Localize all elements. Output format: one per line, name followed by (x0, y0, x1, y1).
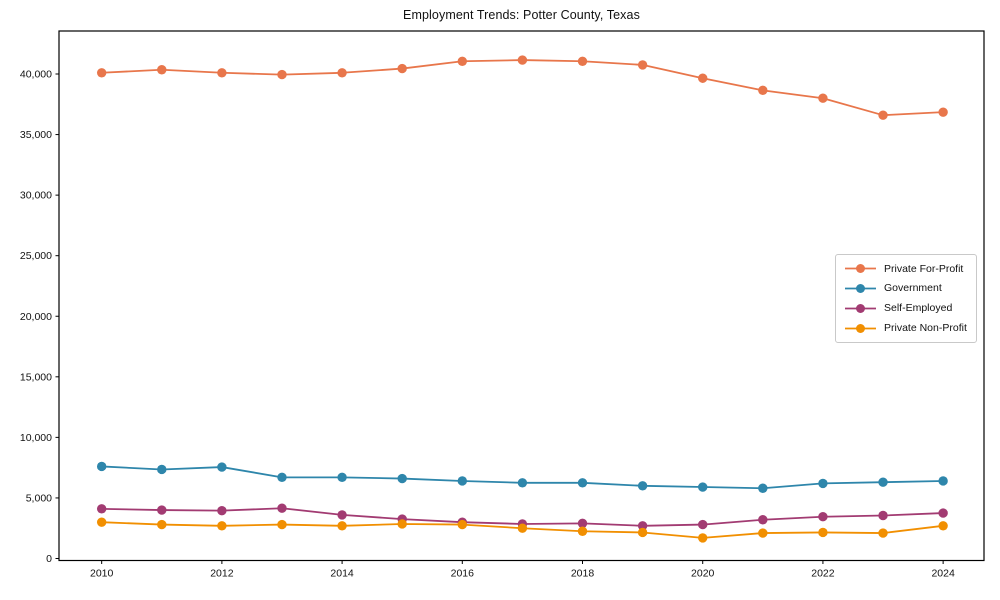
private-non-profit-line-marker-icon (845, 323, 876, 333)
series-marker-private-non-profit (157, 519, 167, 530)
legend-label: Government (884, 282, 942, 295)
series-marker-private-non-profit (938, 521, 948, 531)
series-line-private-for-profit (101, 59, 944, 117)
series-marker-private-for-profit (157, 65, 167, 75)
series-marker-self-employed (337, 510, 347, 520)
series-marker-self-employed (878, 510, 888, 521)
series-marker-government (818, 478, 828, 489)
legend-label: Private For-Profit (884, 262, 964, 275)
series-marker-government (878, 477, 888, 487)
y-axis-tick-label: 5,000 (26, 492, 52, 504)
government-line-marker-icon (845, 284, 876, 294)
series-marker-private-for-profit (818, 93, 828, 103)
x-axis-tick-label: 2014 (330, 568, 354, 580)
x-axis-tick-label: 2024 (931, 568, 955, 580)
series-marker-private-non-profit (217, 521, 227, 531)
series-marker-government (938, 476, 948, 486)
series-marker-self-employed (637, 521, 648, 531)
series-marker-private-non-profit (637, 527, 648, 538)
legend-item-self-employed: Self-Employed (844, 303, 972, 314)
series-marker-government (397, 473, 407, 484)
y-axis-tick-label: 30,000 (20, 190, 52, 202)
series-marker-private-non-profit (698, 533, 708, 543)
x-axis-tick-label: 2022 (811, 568, 835, 580)
y-axis-tick-label: 15,000 (20, 371, 52, 383)
legend-item-government: Government (844, 283, 972, 294)
x-axis-tick-label: 2010 (90, 568, 114, 580)
series-marker-private-for-profit (277, 69, 287, 80)
series-marker-government (96, 461, 107, 472)
x-axis-tick-label: 2016 (451, 568, 475, 580)
series-marker-private-non-profit (277, 519, 287, 530)
plot-frame (58, 30, 985, 562)
legend-item-private-non-profit: Private Non-Profit (844, 323, 972, 334)
x-axis-tick-label: 2012 (210, 568, 234, 580)
x-axis-tick-label: 2018 (571, 568, 595, 580)
series-marker-private-non-profit (457, 519, 467, 530)
series-marker-self-employed (157, 505, 167, 515)
series-marker-private-for-profit (698, 73, 708, 83)
series-marker-government (698, 482, 708, 492)
series-marker-self-employed (577, 518, 588, 529)
x-axis-tick-label: 2020 (691, 568, 715, 580)
series-marker-private-for-profit (577, 56, 588, 66)
legend-label: Self-Employed (884, 302, 953, 315)
y-axis-tick-label: 20,000 (20, 311, 52, 323)
chart-legend: Private For-Profit Government Self-Employe… (835, 254, 977, 343)
y-axis-tick-label: 40,000 (20, 68, 52, 80)
self-employed-line-marker-icon (845, 303, 876, 313)
y-axis-tick-label: 35,000 (20, 129, 52, 141)
series-marker-private-non-profit (577, 526, 588, 536)
series-marker-private-non-profit (517, 523, 528, 533)
private-for-profit-line-marker-icon (845, 264, 876, 274)
series-marker-government (517, 478, 528, 488)
y-axis-tick-label: 0 (46, 553, 52, 565)
series-marker-private-non-profit (818, 527, 828, 538)
series-marker-private-for-profit (337, 68, 347, 78)
series-marker-government (758, 483, 768, 493)
series-marker-self-employed (217, 505, 227, 516)
series-marker-government (157, 464, 167, 475)
series-marker-private-non-profit (96, 517, 107, 527)
series-marker-private-for-profit (637, 60, 648, 70)
series-marker-government (637, 481, 648, 491)
series-marker-self-employed (96, 504, 107, 514)
series-marker-private-non-profit (397, 519, 407, 529)
series-marker-private-for-profit (938, 107, 948, 117)
series-marker-private-for-profit (397, 63, 407, 74)
series-marker-private-for-profit (217, 68, 227, 78)
series-marker-government (277, 472, 287, 483)
series-marker-private-non-profit (337, 521, 347, 531)
series-marker-self-employed (758, 515, 768, 525)
series-marker-government (577, 478, 588, 488)
series-marker-government (457, 476, 467, 486)
series-marker-government (337, 472, 347, 483)
series-marker-private-for-profit (517, 55, 528, 65)
y-axis-tick-label: 25,000 (20, 250, 52, 262)
series-marker-private-for-profit (457, 56, 467, 66)
series-marker-self-employed (277, 503, 287, 513)
series-marker-private-non-profit (878, 528, 888, 538)
series-marker-self-employed (818, 512, 828, 522)
series-marker-private-for-profit (758, 85, 768, 96)
series-marker-private-for-profit (96, 68, 107, 78)
series-marker-private-non-profit (758, 528, 768, 538)
chart-title: Employment Trends: Potter County, Texas (403, 8, 640, 22)
series-marker-government (217, 462, 227, 472)
series-marker-self-employed (938, 508, 948, 518)
y-axis-tick-label: 10,000 (20, 432, 52, 444)
legend-label: Private Non-Profit (884, 321, 967, 334)
legend-item-private-for-profit: Private For-Profit (844, 263, 972, 274)
series-marker-self-employed (698, 519, 708, 530)
series-marker-private-for-profit (878, 110, 888, 120)
